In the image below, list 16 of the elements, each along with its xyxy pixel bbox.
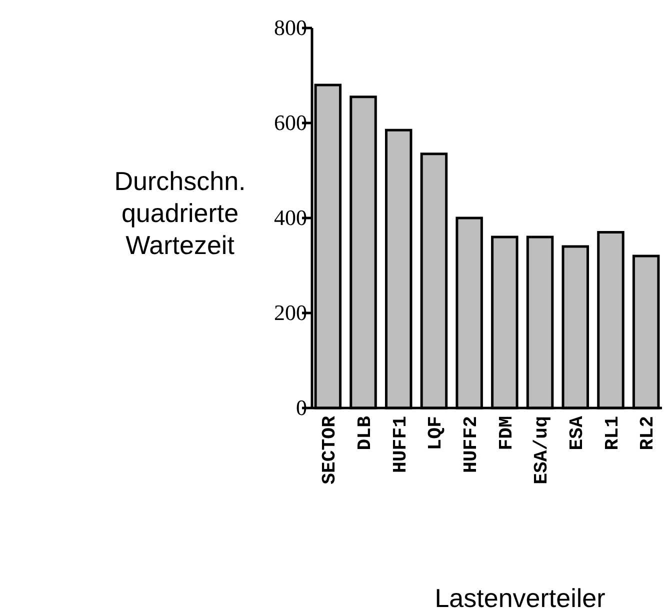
x-tick-label: ESA/uq [530, 416, 553, 484]
x-tick-label: SECTOR [318, 415, 341, 484]
x-tick-label: RL1 [601, 416, 624, 450]
x-tick-label: DLB [354, 416, 376, 450]
y-tick-label: 600 [274, 110, 307, 136]
x-tick-label: FDM [495, 416, 518, 450]
y-tick-label: 200 [274, 300, 307, 326]
x-tick-label: LQF [424, 416, 447, 450]
x-tick-label: HUFF1 [389, 416, 412, 474]
y-tick-label: 800 [274, 15, 307, 40]
y-axis-title: Durchschn. quadrierte Wartezeit [114, 166, 246, 260]
x-axis-title: Lastenverteiler [434, 583, 606, 613]
x-tick-label: HUFF2 [460, 416, 482, 474]
y-tick-label: 400 [274, 205, 307, 230]
x-tick-label: ESA [566, 415, 588, 450]
x-tick-label: RL2 [636, 416, 659, 450]
